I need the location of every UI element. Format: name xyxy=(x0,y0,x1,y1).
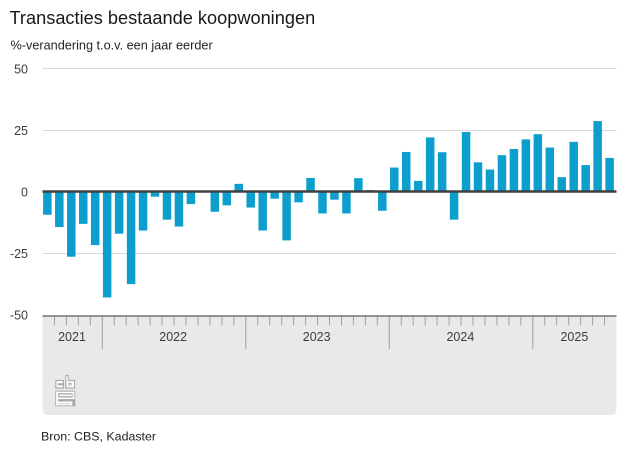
svg-text:-50: -50 xyxy=(10,309,28,323)
svg-text:50: 50 xyxy=(14,62,28,76)
svg-text:25: 25 xyxy=(14,124,28,138)
svg-text:0: 0 xyxy=(21,185,28,199)
svg-text:Transacties bestaande koopwoni: Transacties bestaande koopwoningen xyxy=(10,8,316,28)
svg-text:2024: 2024 xyxy=(446,330,474,344)
svg-text:2021: 2021 xyxy=(58,330,86,344)
svg-text:2025: 2025 xyxy=(560,330,588,344)
svg-text:%-verandering t.o.v. een jaar: %-verandering t.o.v. een jaar eerder xyxy=(11,39,214,53)
svg-text:2022: 2022 xyxy=(159,330,187,344)
svg-text:Bron: CBS, Kadaster: Bron: CBS, Kadaster xyxy=(41,430,156,444)
svg-text:-25: -25 xyxy=(10,247,28,261)
svg-text:2023: 2023 xyxy=(303,330,331,344)
